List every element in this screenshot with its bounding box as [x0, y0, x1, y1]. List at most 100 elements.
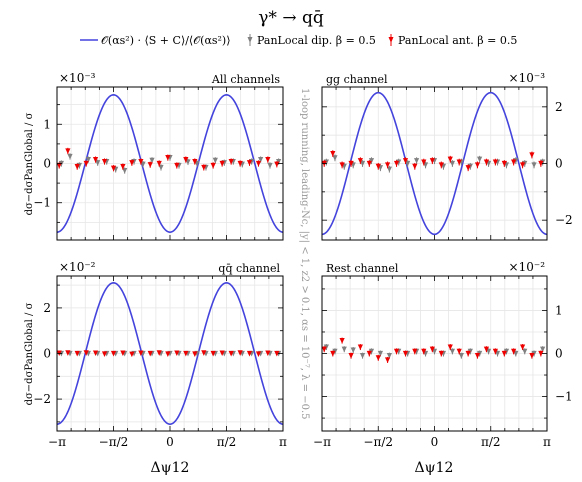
dipole-point	[332, 155, 338, 161]
antenna-point	[429, 346, 435, 353]
legend-label-antenna: PanLocal ant. β = 0.5	[398, 34, 517, 47]
antenna-point	[201, 164, 207, 171]
dipole-point	[323, 159, 329, 166]
y-axis-label-top: dσ−dσPanGlobal / σ	[24, 112, 35, 215]
x-tick-label: 0	[431, 435, 439, 449]
x-tick-label: −π	[48, 435, 66, 449]
antenna-point	[321, 346, 327, 353]
antenna-point	[447, 344, 453, 351]
dipole-point	[405, 160, 411, 167]
antenna-point	[156, 350, 162, 356]
antenna-point	[465, 350, 471, 357]
antenna-point	[165, 155, 171, 161]
antenna-point	[183, 350, 189, 357]
antenna-point	[56, 162, 62, 169]
dipole-point	[467, 163, 473, 170]
antenna-point	[219, 350, 225, 357]
panel-label: Rest channel	[326, 262, 399, 275]
dipole-point	[458, 353, 464, 359]
antenna-point	[447, 156, 453, 163]
x-tick-label: π/2	[481, 435, 501, 449]
antenna-point	[101, 351, 108, 357]
x-tick-label: π	[279, 435, 287, 449]
antenna-point	[421, 159, 427, 166]
y-tick-label: −2	[555, 213, 573, 227]
antenna-point	[201, 350, 207, 356]
antenna-point	[147, 350, 153, 357]
antenna-point	[519, 162, 526, 168]
dipole-point	[449, 348, 456, 355]
antenna-point	[92, 350, 99, 357]
dipole-point	[513, 158, 519, 164]
y-axis-label-bottom: dσ−dσPanGlobal / σ	[24, 302, 35, 405]
analysis-settings-note: 1-loop running, leading-Nc, |y| < 1, z2 …	[299, 88, 310, 419]
antenna-point	[511, 348, 517, 355]
antenna-point	[165, 351, 171, 357]
antenna-point	[210, 350, 216, 357]
legend-antenna-marker	[388, 34, 394, 46]
x-axis-label-left: Δψ12	[151, 460, 190, 476]
x-tick-label: −π	[313, 435, 331, 449]
dipole-point	[341, 346, 347, 353]
antenna-point	[183, 156, 189, 163]
panel-4: −π −π/2 0 π/2 π −1 0 1 Rest channel ×10⁻²	[313, 260, 573, 449]
antenna-point	[538, 160, 544, 167]
dipole-point	[522, 348, 528, 355]
antenna-point	[210, 162, 216, 169]
antenna-point	[174, 162, 180, 169]
antenna-point	[83, 160, 89, 167]
legend-dipole-marker	[247, 34, 253, 46]
antenna-point	[384, 162, 391, 168]
y-tick-label: 0	[43, 157, 51, 171]
antenna-point	[274, 350, 280, 357]
antenna-point	[265, 350, 271, 357]
dipole-point	[386, 353, 392, 359]
legend: 𝒪(αs²) · ⟨S + C⟩/⟨𝒪(αs²)⟩ PanLocal dip. …	[80, 34, 517, 47]
panel-label: All channels	[211, 73, 280, 86]
dipole-point	[377, 350, 384, 357]
antenna-point	[74, 350, 80, 357]
antenna-point	[412, 163, 418, 170]
dipole-point	[185, 159, 191, 165]
dipole-point	[413, 158, 420, 164]
dipole-point	[396, 159, 402, 166]
antenna-point	[438, 162, 444, 168]
dipole-point	[95, 160, 101, 166]
antenna-point	[474, 162, 481, 168]
antenna-point	[492, 348, 498, 355]
x-tick-label: π/2	[217, 435, 237, 449]
antenna-point	[156, 160, 162, 167]
dipole-point	[531, 162, 537, 168]
antenna-point	[375, 163, 381, 170]
panel-2: −2 0 2 gg channel ×10⁻³	[321, 71, 573, 241]
antenna-point	[465, 165, 471, 171]
fixed-order-curve	[56, 94, 284, 233]
antenna-point	[255, 160, 262, 167]
antenna-point	[330, 150, 336, 157]
y-tick-label: 1	[555, 303, 563, 317]
antenna-point	[83, 350, 89, 356]
antenna-point	[255, 351, 262, 357]
panel-label: gg channel	[326, 73, 388, 86]
antenna-point	[237, 350, 243, 356]
figure-title: γ* → qq̄	[258, 8, 324, 28]
fixed-order-curve	[56, 282, 284, 425]
antenna-point	[456, 348, 462, 355]
antenna-point	[339, 162, 345, 168]
antenna-point	[192, 351, 198, 357]
dipole-point	[212, 157, 218, 164]
antenna-point	[65, 350, 71, 356]
y-tick-label: 0	[43, 347, 51, 361]
antenna-point	[101, 158, 108, 165]
dipole-point	[350, 347, 356, 354]
antenna-point	[348, 353, 354, 359]
fixed-order-curve	[321, 91, 548, 236]
antenna-point	[339, 337, 345, 344]
antenna-point	[129, 160, 135, 166]
antenna-point	[393, 160, 400, 167]
antenna-point	[393, 348, 400, 355]
dipole-point	[85, 156, 91, 163]
antenna-point	[402, 350, 409, 357]
antenna-point	[330, 350, 336, 357]
x-tick-label: 0	[166, 435, 174, 449]
